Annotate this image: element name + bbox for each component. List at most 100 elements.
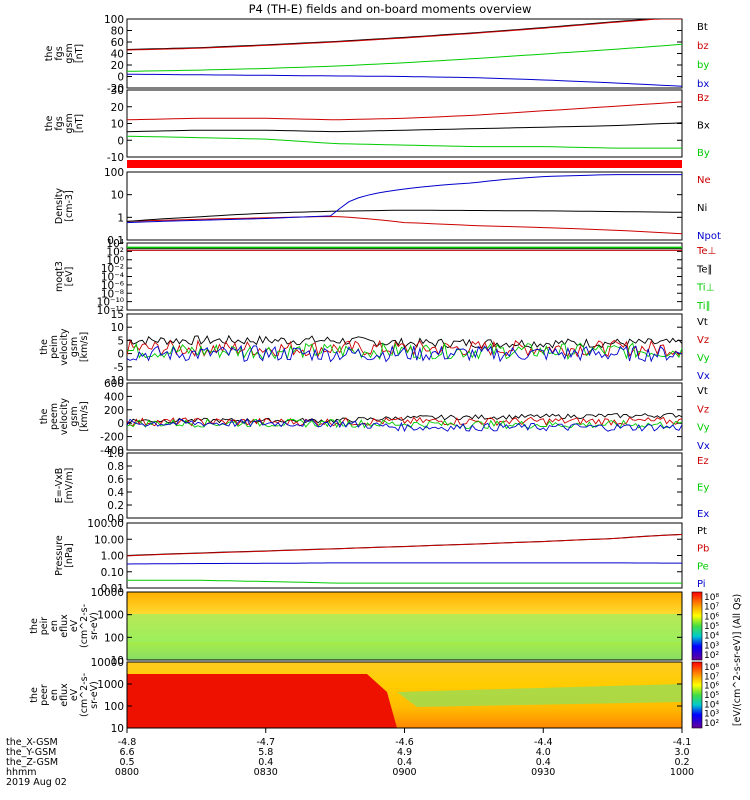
series-Vz <box>127 416 682 427</box>
series-Vz <box>127 339 682 358</box>
series-Bz <box>127 101 682 121</box>
y-axis-label: gsm <box>69 337 80 357</box>
y-tick-label: 0.1 <box>107 235 124 247</box>
y-axis-label: [cm-3] <box>64 190 75 221</box>
x-tick-label: 6.6 <box>119 747 134 758</box>
x-tick-label: -4.1 <box>673 737 692 748</box>
legend-Vy: Vy <box>697 353 710 364</box>
x-label: 2019 Aug 02 <box>6 777 67 788</box>
x-tick-label: -4.4 <box>534 737 553 748</box>
y-axis-label: eV <box>69 688 80 701</box>
legend-Bz: Bz <box>697 93 709 104</box>
y-axis-label: Density <box>54 188 65 224</box>
y-tick-label: 1.0 <box>107 448 124 460</box>
y-tick-label: 100 <box>104 632 124 644</box>
y-axis-label: sr-eV) <box>89 681 100 709</box>
series-Vx <box>127 344 682 363</box>
legend-Te⊥: Te⊥ <box>696 246 716 257</box>
y-tick-label: 100 <box>104 701 124 713</box>
y-axis-label: eflux <box>59 683 70 707</box>
y-tick-label: 10000 <box>91 587 124 599</box>
panel-frame <box>126 242 683 311</box>
panel-3: 100 10 1 0.1 Density [cm-3] Ne Ni Npot <box>54 167 721 247</box>
legend-Pi: Pi <box>697 579 706 590</box>
legend-Pt: Pt <box>697 526 707 537</box>
x-tick-label: 0.4 <box>397 757 412 768</box>
y-axis-label: sr-eV) <box>89 612 100 640</box>
panel-frame <box>126 313 683 381</box>
y-axis-label: gsm <box>69 406 80 426</box>
series-Vx <box>127 418 682 433</box>
legend-Ni: Ni <box>697 203 707 214</box>
y-tick-label: 10⁻¹² <box>97 305 124 317</box>
panel-8: 100.00 10.00 1.00 0.10 0.01 Pressure [nPa] Pt Pb… <box>54 518 709 595</box>
y-tick-label: 40 <box>111 49 124 61</box>
legend-Vx: Vx <box>697 441 710 452</box>
panel-frame <box>126 18 683 89</box>
y-tick-label: 80 <box>111 26 124 38</box>
y-tick-label: 0 <box>117 135 124 147</box>
y-axis-label: fgs <box>54 116 65 130</box>
x-tick-label: 0.5 <box>119 757 134 768</box>
panel-1: 30 20 10 0 -10 the fgs gsm [nT] Bz Bx By <box>44 85 710 164</box>
y-tick-label: 0.10 <box>101 567 124 579</box>
colorbar-tick: 10⁶ <box>704 612 719 622</box>
legend-Ez: Ez <box>697 456 709 467</box>
series-bz <box>127 19 682 51</box>
series-Pe <box>127 579 682 584</box>
series-By <box>127 135 682 149</box>
y-axis-label: the <box>29 687 40 703</box>
series-Ne <box>127 215 682 235</box>
legend-Bx: Bx <box>697 121 710 132</box>
y-axis-label: en <box>49 689 60 701</box>
y-tick-label: 0.4 <box>107 487 124 499</box>
y-tick-label: 0.8 <box>107 461 124 473</box>
y-tick-label: 60 <box>111 37 124 49</box>
y-axis-label: (cm^2-s- <box>79 604 90 648</box>
y-axis-label: peir <box>39 617 50 636</box>
panel-2 <box>127 160 682 168</box>
y-axis-label: moqt3 <box>54 261 65 292</box>
x-label: hhmm <box>6 767 37 778</box>
y-tick-label: 10 <box>111 190 124 202</box>
y-axis-label: Pressure <box>54 535 65 576</box>
series-Pt <box>127 533 682 556</box>
y-tick-label: 10 <box>111 655 124 667</box>
y-tick-label: 0 <box>117 418 124 430</box>
x-label: the_Y-GSM <box>6 747 56 758</box>
y-tick-label: 1000 <box>97 610 124 622</box>
legend-Vy: Vy <box>697 423 710 434</box>
low-flux-band <box>397 684 682 707</box>
x-tick-label: 3.0 <box>674 747 689 758</box>
legend-Ex: Ex <box>697 509 709 520</box>
legend-Ti∥: Ti∥ <box>696 301 711 312</box>
panel-7: 1.00.80.60.40.20.0 E=-VxB [mV/m] Ez Ey Ex <box>54 448 709 525</box>
colorbar-tick: 10³ <box>704 641 719 651</box>
y-tick-label: -5 <box>114 362 124 374</box>
y-axis-label: the <box>39 409 50 425</box>
y-axis-label: eV <box>69 619 80 632</box>
series-Bx <box>127 122 682 133</box>
y-axis-label: en <box>49 620 60 632</box>
legend-Ne: Ne <box>697 175 711 186</box>
legend-Ey: Ey <box>697 483 709 494</box>
y-axis-label: peer <box>39 684 50 706</box>
y-tick-label: 200 <box>104 405 124 417</box>
y-tick-label: 0 <box>117 349 124 361</box>
y-tick-label: 10 <box>111 322 124 334</box>
colorbar-tick: 10² <box>704 651 719 661</box>
y-tick-label: 20 <box>111 60 124 72</box>
y-tick-label: 10 <box>111 119 124 131</box>
y-tick-label: 10⁴ <box>106 238 124 250</box>
y-tick-label: 0.6 <box>107 474 124 486</box>
colorbar-tick: 10⁸ <box>704 593 719 603</box>
series-Pb <box>127 534 682 557</box>
y-tick-label: 10² <box>106 246 124 258</box>
x-tick-label: -4.7 <box>256 737 275 748</box>
colorbar-tick: 10³ <box>704 710 719 720</box>
colorbar-label: [eV/(cm^2-s-sr-eV)] (All Qs) <box>732 594 743 726</box>
